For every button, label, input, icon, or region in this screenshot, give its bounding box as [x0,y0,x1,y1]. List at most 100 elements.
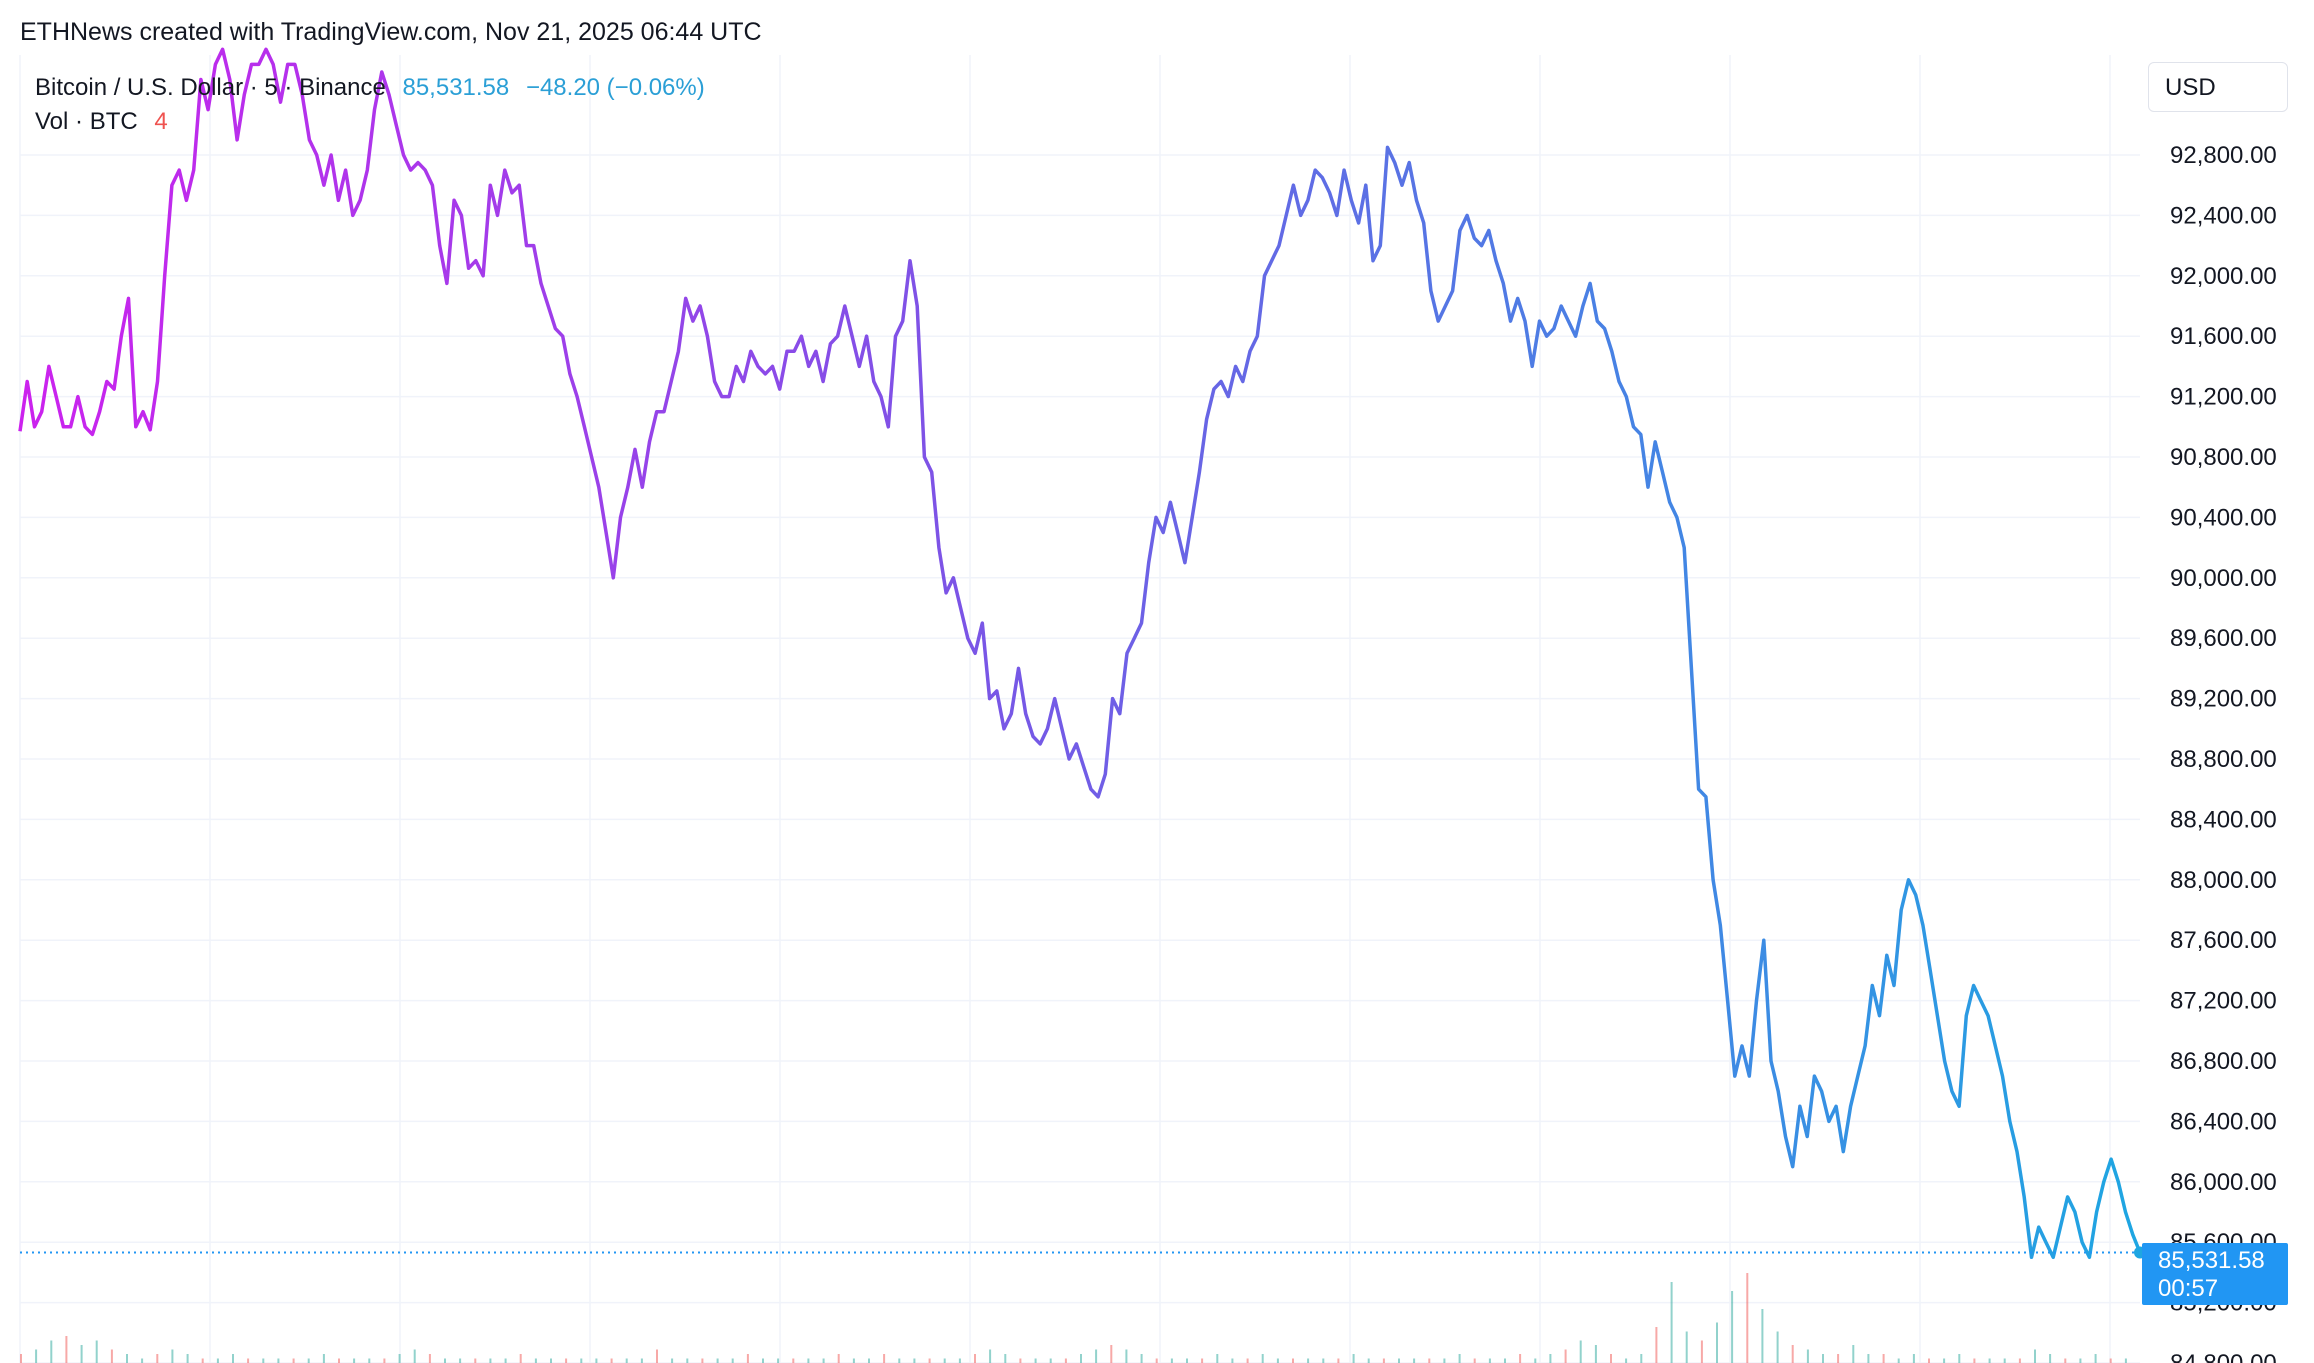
volume-bar [1791,1345,1794,1363]
volume-bar [1216,1354,1219,1363]
volume-bar [837,1354,840,1363]
volume-bar [1594,1345,1597,1363]
volume-bar [1458,1354,1461,1363]
volume-legend[interactable]: Vol · BTC 4 [35,108,178,136]
volume-bar [1655,1327,1658,1363]
y-tick-label: 88,800.00 [2170,746,2277,773]
volume-bar [2079,1358,2082,1363]
volume-bar [504,1358,507,1363]
y-tick-label: 90,800.00 [2170,444,2277,471]
y-tick-label: 89,200.00 [2170,686,2277,713]
volume-bar [2094,1354,2097,1363]
price-series [18,47,2146,1260]
volume-bar [277,1358,280,1363]
volume-bar [640,1358,643,1363]
volume-bar [807,1358,810,1363]
volume-bar [444,1358,446,1363]
volume-bar [1125,1349,1128,1363]
volume-bar [883,1354,886,1363]
volume-bar [943,1358,946,1363]
volume-bar [1231,1358,1234,1363]
volume-bar [1155,1358,1158,1363]
volume-bar [686,1358,689,1363]
volume-bar [974,1354,976,1363]
volume-bar [216,1358,219,1363]
volume-bar [65,1336,68,1363]
volume-bar [580,1358,583,1363]
volume-bar [746,1354,749,1363]
volume-bar [1004,1354,1007,1363]
legend-change: −48.20 (−0.06%) [525,74,705,101]
volume-bar [1261,1354,1264,1363]
volume-bar [1822,1354,1824,1363]
symbol-title: Bitcoin / U.S. Dollar · 5 · Binance [35,74,386,101]
volume-bar [610,1358,613,1363]
volume-bar [428,1354,431,1363]
y-tick-label: 92,000.00 [2170,263,2277,290]
y-tick-label: 84,800.00 [2170,1350,2277,1363]
currency-selector[interactable]: USD [2148,62,2288,112]
price-axis[interactable]: 92,800.00 92,400.00 92,000.00 91,600.00 91,2… [2170,142,2277,1363]
y-tick-label: 86,400.00 [2170,1108,2277,1135]
volume-value: 4 [154,108,168,135]
volume-bar [322,1354,325,1363]
volume-bar [398,1354,401,1363]
volume-bar [777,1358,780,1363]
volume-bar [383,1358,386,1363]
volume-bar [1610,1354,1612,1363]
volume-bar [1140,1354,1143,1363]
y-tick-label: 89,600.00 [2170,625,2277,652]
volume-bar [338,1358,340,1363]
last-price-value: 85,531.58 [2158,1247,2265,1274]
volume-bar [1549,1354,1552,1363]
volume-bar [262,1358,265,1363]
volume-bar [1428,1358,1431,1363]
volume-bar [1095,1349,1098,1363]
volume-bar [368,1358,371,1363]
volume-bar [2109,1358,2112,1363]
y-tick-label: 92,400.00 [2170,202,2277,229]
volume-bar [1201,1358,1204,1363]
volume-bar [126,1354,128,1363]
volume-bar [731,1358,734,1363]
volume-bar [1897,1358,1900,1363]
volume-bar [292,1358,295,1363]
symbol-legend[interactable]: Bitcoin / U.S. Dollar · 5 · Binance 85,5… [35,74,715,102]
y-tick-label: 91,200.00 [2170,384,2277,411]
volume-bar [1670,1282,1673,1363]
y-tick-label: 86,000.00 [2170,1169,2277,1196]
volume-bar [762,1358,764,1363]
volume-bar [1473,1358,1476,1363]
y-tick-label: 87,600.00 [2170,927,2277,954]
volume-bar [1867,1354,1870,1363]
volume-bar [1080,1354,1082,1363]
volume-bar [2018,1358,2021,1363]
volume-bar [1625,1358,1628,1363]
volume-bar [1943,1358,1946,1363]
last-price-label: 85,531.58 00:57 [2142,1243,2288,1305]
y-tick-label: 88,400.00 [2170,806,2277,833]
volume-bar [1246,1358,1249,1363]
volume-bar [489,1358,492,1363]
volume-bar [625,1358,628,1363]
volume-bar [1837,1354,1840,1363]
volume-bar [156,1354,159,1363]
volume-bar [852,1358,855,1363]
volume-bar [1413,1358,1416,1363]
volume-bar [50,1340,53,1363]
volume-bar [1761,1309,1764,1363]
volume-bar [1700,1340,1703,1363]
volume-bar [2064,1358,2067,1363]
y-tick-label: 90,000.00 [2170,565,2277,592]
price-line [18,47,2142,1260]
y-tick-label: 88,000.00 [2170,867,2277,894]
volume-bar [2049,1354,2052,1363]
volume-bar [1519,1354,1522,1363]
volume-bar [80,1345,83,1363]
volume-bar [1064,1358,1067,1363]
volume-bar [1170,1358,1173,1363]
volume-bar [474,1358,477,1363]
volume-bar [353,1358,356,1363]
